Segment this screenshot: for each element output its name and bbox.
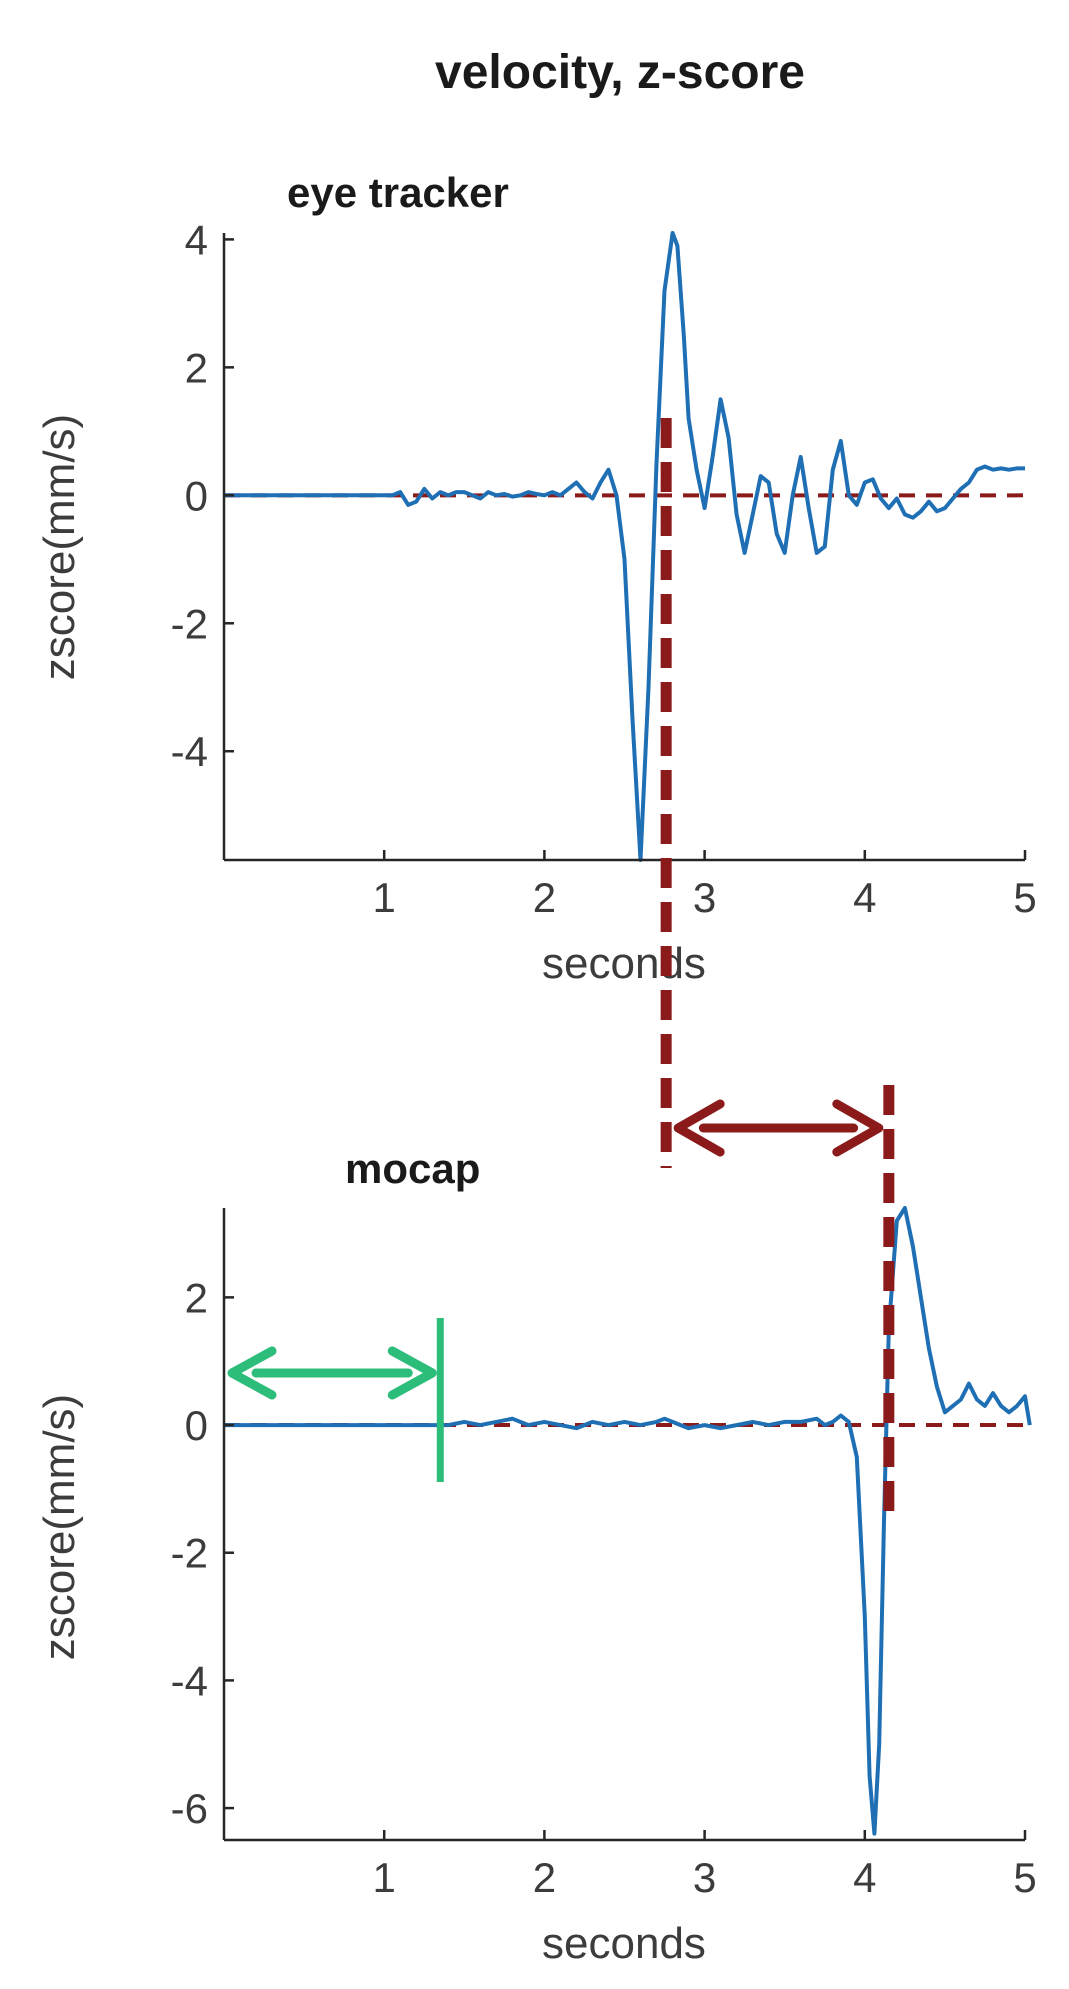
mocap-y-tick-label: 2 <box>185 1274 208 1321</box>
eye-tracker-y-tick-label: 4 <box>185 216 208 263</box>
mocap-y-tick-label: -4 <box>171 1657 208 1704</box>
eye-tracker-y-tick-label: 0 <box>185 472 208 519</box>
arrow-head-right <box>387 1346 437 1400</box>
eye-tracker-y-tick-label: 2 <box>185 344 208 391</box>
eye-tracker-y-tick-label: -4 <box>171 728 208 775</box>
mocap-x-tick-label: 5 <box>1013 1854 1036 1901</box>
eye-tracker-x-tick-label: 5 <box>1013 874 1036 921</box>
mocap-x-label: seconds <box>542 1919 706 1968</box>
arrow-head-right <box>832 1099 884 1157</box>
mocap-title: mocap <box>345 1145 480 1192</box>
eye-tracker-x-tick-label: 3 <box>693 874 716 921</box>
mocap-x-tick-label: 2 <box>533 1854 556 1901</box>
mocap-x-tick-label: 4 <box>853 1854 876 1901</box>
eye-tracker-x-tick-label: 4 <box>853 874 876 921</box>
eye-tracker-y-tick-label: -2 <box>171 600 208 647</box>
mocap-y-label: zscore(mm/s) <box>35 1394 84 1660</box>
mocap-panel: mocap 2 0 -2 -4 -6 1 2 3 4 5 seconds zscore(mm/s… <box>35 1145 1037 1968</box>
eye-tracker-velocity-line <box>224 231 1025 862</box>
eye-tracker-panel: eye tracker 4 2 0 -2 -4 1 2 3 4 5 seconds zscore… <box>35 169 1037 988</box>
mocap-y-tick-label: 0 <box>185 1402 208 1449</box>
eye-tracker-x-tick-label: 2 <box>533 874 556 921</box>
mocap-y-tick-label: -2 <box>171 1530 208 1577</box>
figure-title: velocity, z-score <box>435 46 805 99</box>
arrow-head-left <box>227 1346 277 1400</box>
latency-double-arrow <box>673 1099 884 1157</box>
mocap-x-tick-label: 3 <box>693 1854 716 1901</box>
eye-tracker-title: eye tracker <box>287 169 509 216</box>
mocap-x-tick-label: 1 <box>373 1854 396 1901</box>
arrow-head-left <box>673 1099 725 1157</box>
offset-double-arrow <box>227 1346 437 1400</box>
eye-tracker-y-label: zscore(mm/s) <box>35 414 84 680</box>
mocap-velocity-line <box>224 1206 1032 1836</box>
eye-tracker-x-tick-label: 1 <box>373 874 396 921</box>
mocap-y-tick-label: -6 <box>171 1785 208 1832</box>
eye-tracker-x-label: seconds <box>542 939 706 988</box>
